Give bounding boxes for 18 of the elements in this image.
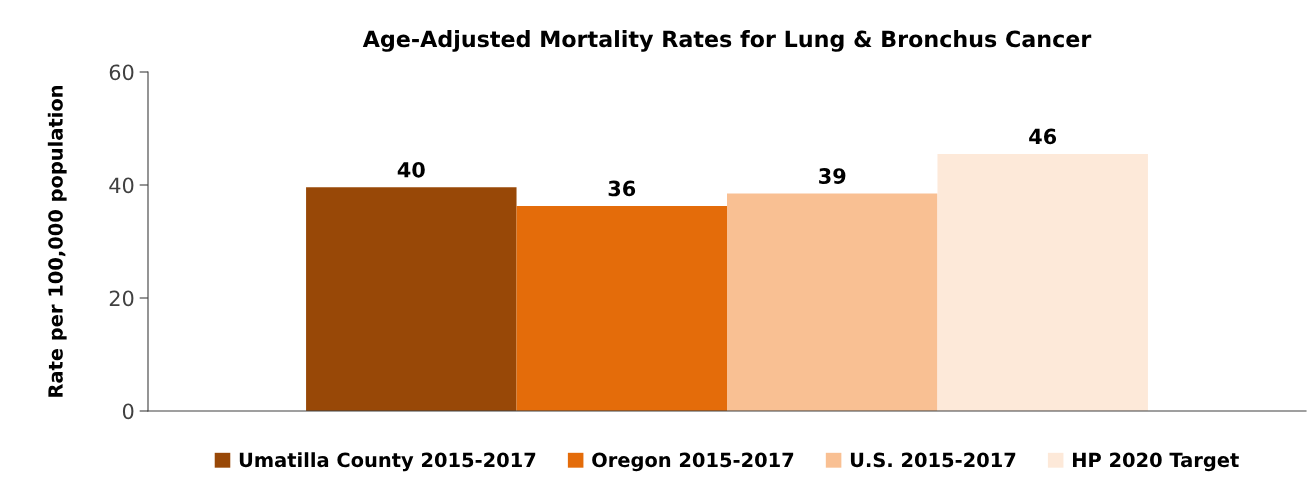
y-tick-label: 40 [109,177,134,194]
legend-label: U.S. 2015-2017 [850,452,1016,468]
legend-label: Umatilla County 2015-2017 [239,452,536,472]
legend-label: Oregon 2015-2017 [592,452,794,472]
bar [306,187,517,411]
chart-title: Age-Adjusted Mortality Rates for Lung & Bronchus Cancer [362,30,1092,52]
data-label: 40 [397,161,425,178]
y-tick-label: 0 [122,403,134,420]
data-label: 46 [1029,128,1057,145]
data-label: 39 [819,168,846,184]
bar [937,153,1148,411]
bar [727,193,938,411]
data-label: 36 [608,180,636,197]
legend-label: HP 2020 Target [1073,452,1239,472]
y-tick-label: 60 [109,64,134,81]
y-axis-title: Rate per 100,000 population [47,85,67,397]
bar [516,205,727,411]
y-tick-label: 20 [109,290,134,307]
